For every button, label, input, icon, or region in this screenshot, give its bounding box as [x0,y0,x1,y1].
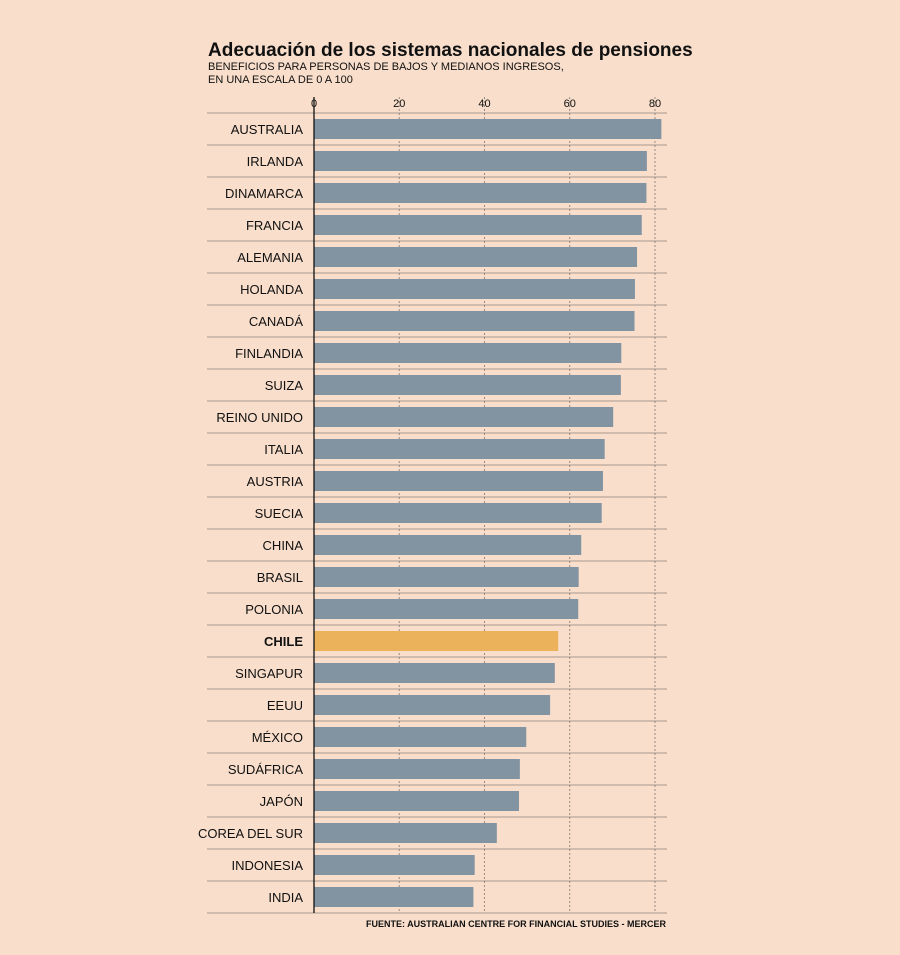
bar-italia [314,439,605,459]
bar-brasil [314,567,579,587]
x-tick-label: 80 [649,98,661,110]
bar-holanda [314,279,635,299]
bar-suecia [314,503,602,523]
bar-irlanda [314,151,647,171]
category-label: BRASIL [257,570,303,585]
category-label: CANADÁ [249,314,304,329]
bar-reino-unido [314,407,614,427]
x-tick-label: 60 [564,98,576,110]
category-label: POLONIA [245,602,303,617]
category-label: FINLANDIA [235,346,303,361]
bars [314,119,662,907]
bar-polonia [314,599,579,619]
bar-india [314,887,474,907]
x-tick-label: 40 [478,98,490,110]
category-label: CHINA [263,538,304,553]
category-label: HOLANDA [240,282,303,297]
category-label: ITALIA [264,442,303,457]
bar-china [314,535,582,555]
row-separators [207,112,667,914]
category-label: SUIZA [265,378,304,393]
source-note: FUENTE: AUSTRALIAN CENTRE FOR FINANCIAL … [366,919,666,929]
chart-subtitle-line-2: EN UNA ESCALA DE 0 A 100 [208,74,353,86]
category-label: AUSTRALIA [231,122,304,137]
category-label: AUSTRIA [247,474,304,489]
bar-alemania [314,247,638,267]
category-labels: AUSTRALIA IRLANDA DINAMARCA FRANCIA ALEMANIA… [198,122,303,905]
bar-suiza [314,375,621,395]
category-label: SUDÁFRICA [228,762,303,777]
bar-singapur [314,663,555,683]
bar-sud-frica [314,759,520,779]
category-label: INDONESIA [231,858,303,873]
category-label: EEUU [267,698,303,713]
category-label: ALEMANIA [237,250,303,265]
bar-dinamarca [314,183,647,203]
category-label: MÉXICO [252,730,303,745]
category-label: IRLANDA [247,154,304,169]
category-label: INDIA [268,890,303,905]
category-label: REINO UNIDO [216,410,303,425]
chart-subtitle-line-1: BENEFICIOS PARA PERSONAS DE BAJOS Y MEDI… [208,61,564,73]
x-axis-ticks: 020406080 [311,98,661,110]
bar-eeuu [314,695,551,715]
bar-austria [314,471,603,491]
bar-australia [314,119,662,139]
bar-finlandia [314,343,622,363]
bar-jap-n [314,791,520,811]
bar-canad- [314,311,635,331]
category-label: FRANCIA [246,218,303,233]
bar-chile [314,631,559,651]
chart-title: Adecuación de los sistemas nacionales de… [208,40,693,61]
bar-corea-del-sur [314,823,497,843]
category-label: JAPÓN [260,794,303,809]
category-label: COREA DEL SUR [198,826,303,841]
category-label: DINAMARCA [225,186,303,201]
bar-indonesia [314,855,475,875]
category-label: SINGAPUR [235,666,303,681]
category-label: CHILE [264,634,303,649]
bar-francia [314,215,642,235]
category-label: SUECIA [255,506,304,521]
bar-m-xico [314,727,527,747]
x-tick-label: 20 [393,98,405,110]
